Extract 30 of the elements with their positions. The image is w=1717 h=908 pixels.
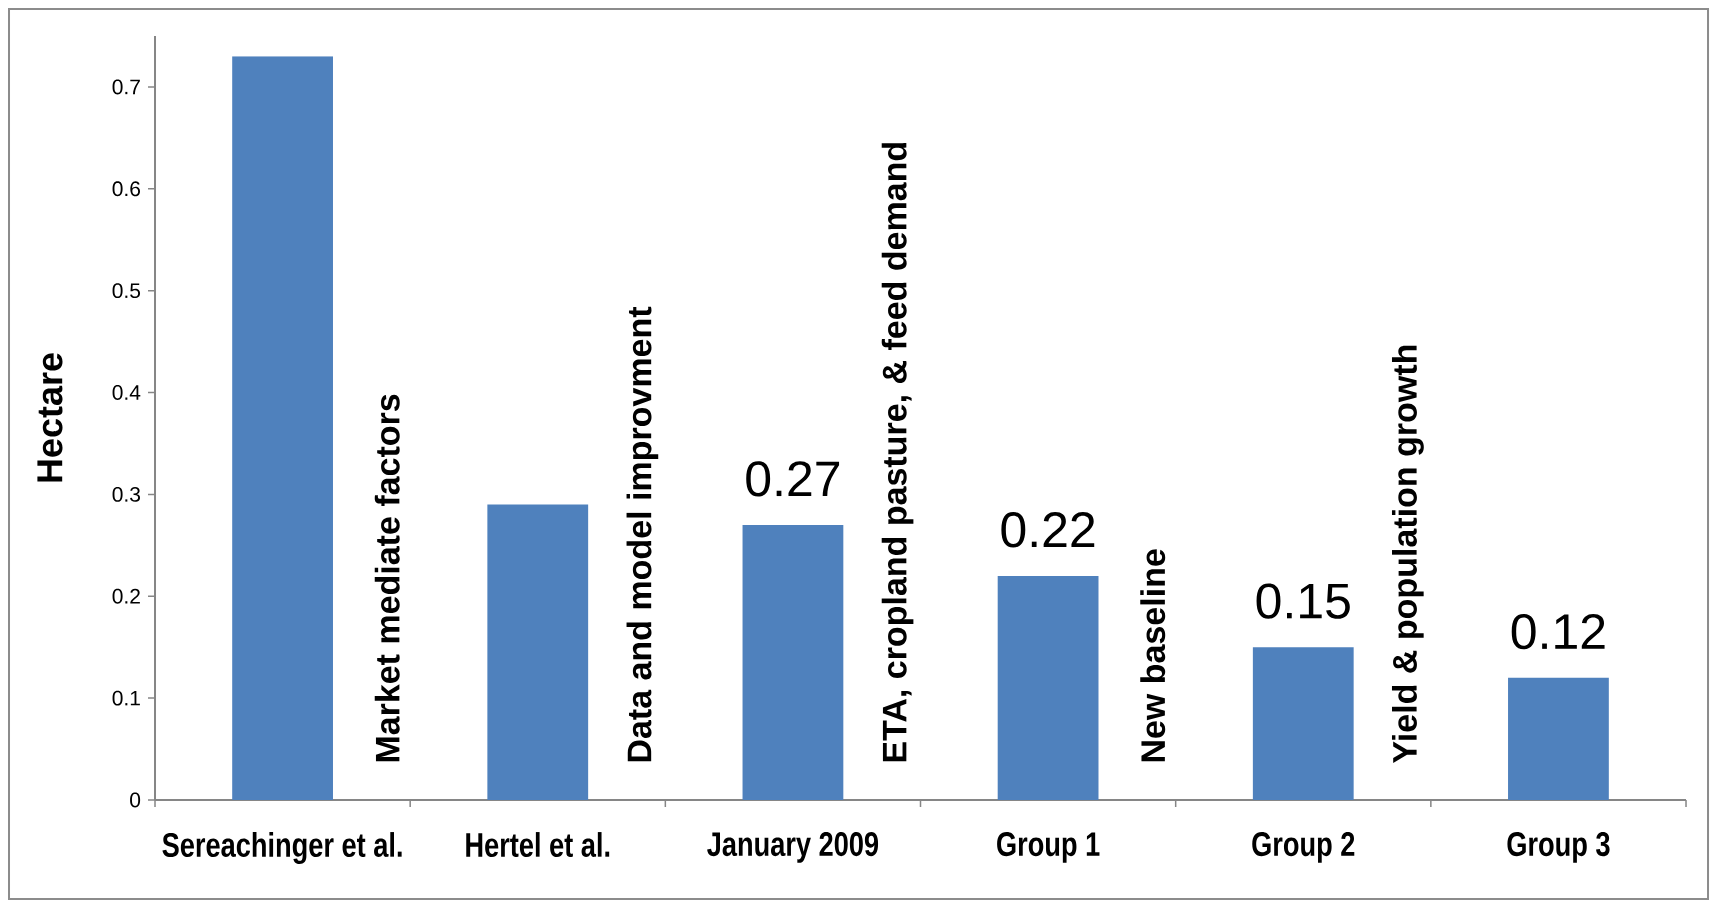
- bar: [742, 524, 844, 800]
- y-tick-label: 0.4: [112, 385, 141, 400]
- data-label: 0.15: [1256, 583, 1350, 619]
- bar: [997, 575, 1099, 800]
- annotation: Data and model improvment: [626, 306, 659, 762]
- bar: [232, 56, 333, 800]
- data-label: 0.12: [1511, 613, 1605, 650]
- y-tick-label: 0.7: [112, 79, 140, 95]
- x-tick-label: Group 2: [1252, 832, 1355, 863]
- x-tick-label: January 2009: [707, 832, 879, 863]
- bar: [1508, 677, 1609, 800]
- bar: [1252, 647, 1354, 800]
- annotation: Yield & population growth: [1391, 345, 1424, 763]
- x-tick-label: Group 3: [1507, 832, 1610, 863]
- y-tick-label: 0.1: [112, 690, 140, 706]
- x-tick-label: Sereachinger et al.: [162, 832, 402, 864]
- y-tick-label: 0.5: [112, 283, 141, 299]
- bar: [487, 504, 589, 800]
- y-tick-label: 0.3: [112, 486, 141, 502]
- x-tick-label: Hertel et al.: [466, 832, 610, 858]
- annotation: ETA, cropland pasture, & feed demand: [881, 143, 914, 762]
- data-label: 0.27: [746, 461, 840, 497]
- annotation: Market mediate factors: [374, 394, 400, 762]
- annotation: New baseline: [1140, 549, 1166, 762]
- y-axis-title: Hectare: [37, 353, 63, 482]
- x-tick-label: Group 1: [997, 832, 1100, 863]
- y-tick-label: 0.2: [112, 588, 140, 604]
- y-tick-label: 0.6: [112, 181, 141, 197]
- y-tick-label: 0: [130, 792, 141, 808]
- data-label: 0.22: [1001, 512, 1095, 548]
